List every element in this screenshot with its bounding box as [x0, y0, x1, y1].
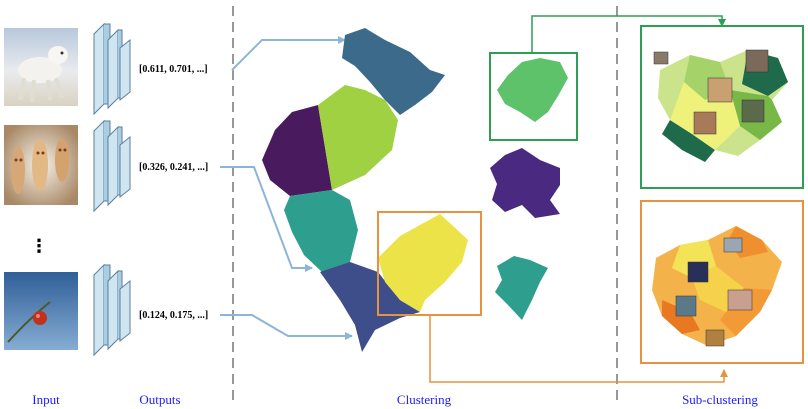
- subcluster-green-regions: [653, 49, 788, 162]
- cluster-slate: [320, 262, 420, 352]
- input-ellipsis: ⋮: [30, 236, 48, 257]
- cluster-green: [497, 58, 568, 122]
- arrow-green-subcluster: [531, 15, 726, 53]
- cluster-top-blue: [342, 28, 445, 115]
- green-highlight-box: [489, 52, 578, 141]
- arrow-vector-2: [220, 166, 313, 272]
- cluster-yellow: [378, 214, 468, 312]
- label-clustering: Clustering: [397, 392, 452, 407]
- cluster-purple: [262, 105, 332, 196]
- network-icon-2: [93, 119, 131, 213]
- network-icon-3: [93, 263, 131, 357]
- cluster-lime: [318, 85, 398, 190]
- network-icon-1: [93, 22, 131, 116]
- cluster-embedding: [262, 28, 568, 352]
- input-image-wolf: [4, 28, 78, 106]
- feature-vector-1: [0.611, 0.701, ...]: [139, 64, 208, 75]
- cluster-right-purple: [490, 148, 560, 218]
- arrow-vector-3: [220, 314, 353, 340]
- subcluster-orange-regions: [652, 226, 782, 347]
- feature-vector-2: [0.326, 0.241, ...]: [139, 162, 208, 173]
- input-image-cookies: [4, 125, 78, 205]
- cluster-teal-body: [284, 190, 358, 275]
- cluster-right-teal: [495, 256, 548, 320]
- label-input: Input: [32, 392, 60, 407]
- input-image-berry: [4, 272, 78, 350]
- feature-vector-3: [0.124, 0.175, ...]: [139, 310, 208, 321]
- arrow-vector-1: [231, 36, 346, 71]
- label-subclustering: Sub-clustering: [682, 392, 758, 407]
- arrow-orange-subcluster: [429, 315, 728, 383]
- label-outputs: Outputs: [139, 392, 180, 407]
